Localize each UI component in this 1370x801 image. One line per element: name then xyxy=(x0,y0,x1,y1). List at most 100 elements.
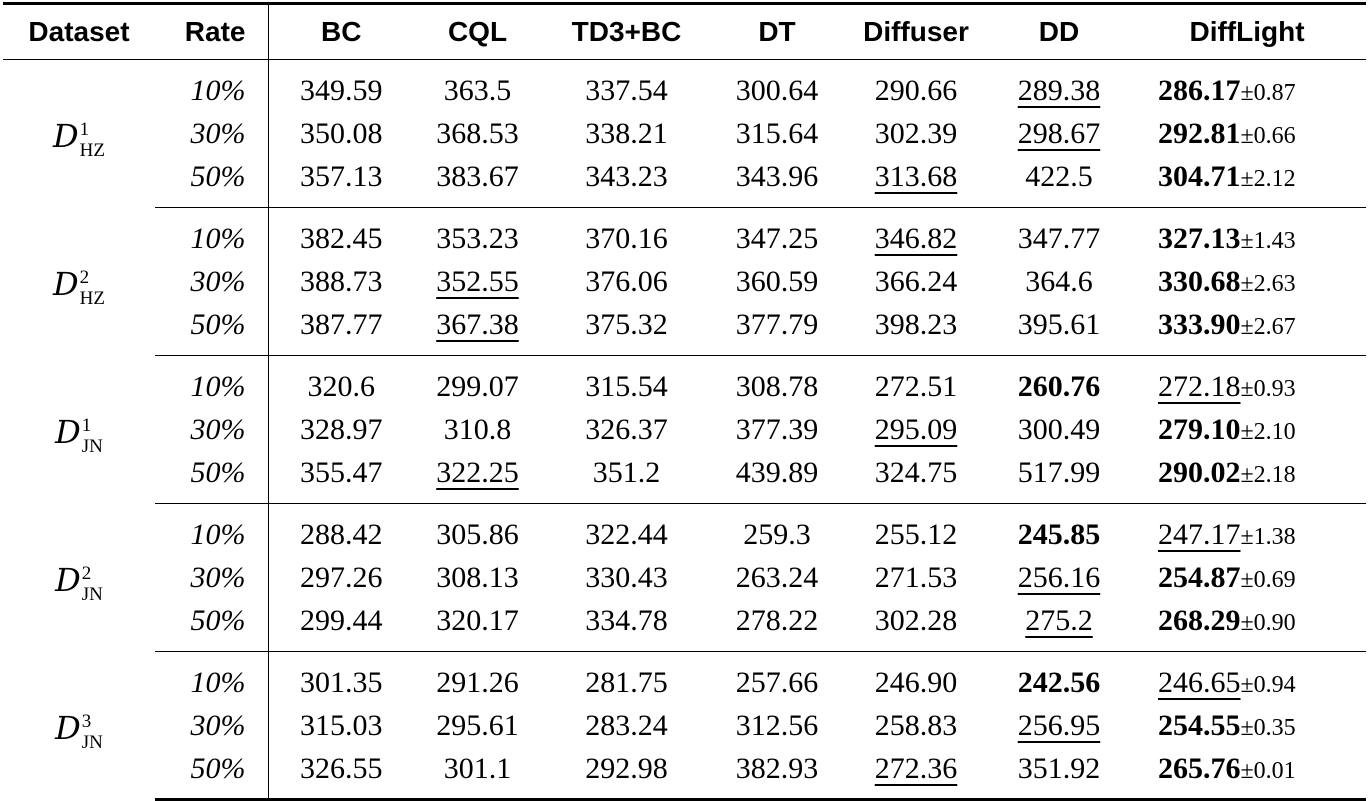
dataset-subscript: JN xyxy=(81,583,103,605)
cell-dt: 360.59 xyxy=(712,261,842,304)
cell-dt: 377.39 xyxy=(712,409,842,452)
dataset-subscript: HZ xyxy=(79,140,105,162)
value-td3: 315.54 xyxy=(585,370,668,404)
value-dd: 517.99 xyxy=(1017,456,1101,490)
dataset-subscript: HZ xyxy=(79,287,105,309)
cell-diffuser: 258.83 xyxy=(842,705,990,748)
cell-difflight: 254.55±0.35 xyxy=(1128,705,1366,748)
value-bc: 288.42 xyxy=(300,518,383,552)
value-difflight: 268.29 xyxy=(1158,604,1241,638)
header-row: Dataset Rate BC CQL TD3+BC DT Diffuser D… xyxy=(3,2,1366,60)
value-bc: 297.26 xyxy=(300,561,383,594)
cell-bc: 320.6 xyxy=(268,356,414,409)
cell-bc: 299.44 xyxy=(268,599,414,652)
cell-td3: 292.98 xyxy=(541,747,712,801)
cell-dd: 298.67 xyxy=(990,113,1128,156)
cell-cql: 295.61 xyxy=(414,705,541,748)
value-dd: 260.76 xyxy=(1017,370,1101,404)
cell-difflight: 247.17±1.38 xyxy=(1128,504,1366,557)
value-dd: 347.77 xyxy=(1017,222,1101,256)
dataset-group: D 2 HZ 10% 382.45 353.23 370.16 347.25 346.82 347… xyxy=(3,207,1366,356)
header-cql: CQL xyxy=(414,2,541,60)
value-dt: 312.56 xyxy=(735,709,819,742)
std-difflight: ±2.63 xyxy=(1240,271,1296,297)
table-row: 50% 357.13 383.67 343.23 343.96 313.68 422.5 30… xyxy=(3,155,1366,208)
value-cql: 291.26 xyxy=(436,666,519,700)
value-dd: 245.85 xyxy=(1017,518,1101,552)
dataset-subscript: JN xyxy=(81,435,103,457)
cell-difflight: 327.13±1.43 xyxy=(1128,208,1366,261)
cell-cql: 322.25 xyxy=(414,451,541,504)
value-dd: 351.92 xyxy=(1017,751,1101,785)
dataset-superscript: 2 xyxy=(79,266,90,288)
rate-cell: 50% xyxy=(155,451,269,504)
cell-dd: 242.56 xyxy=(990,652,1128,705)
cell-diffuser: 272.51 xyxy=(842,356,990,409)
value-bc: 326.55 xyxy=(300,751,383,785)
std-difflight: ±0.87 xyxy=(1240,80,1296,107)
value-difflight: 254.87 xyxy=(1158,561,1241,594)
value-diffuser: 258.83 xyxy=(874,709,958,742)
cell-dd: 395.61 xyxy=(990,303,1128,356)
cell-cql: 291.26 xyxy=(414,652,541,705)
table-row: 30% 328.97 310.8 326.37 377.39 295.09 300.49 27… xyxy=(3,408,1366,452)
rate-cell: 50% xyxy=(155,747,269,801)
value-dt: 315.64 xyxy=(735,117,819,150)
cell-difflight: 268.29±0.90 xyxy=(1128,599,1366,652)
rate-cell: 10% xyxy=(155,503,269,557)
cell-dt: 300.64 xyxy=(712,60,842,113)
value-diffuser: 272.51 xyxy=(874,370,958,404)
std-difflight: ±0.94 xyxy=(1240,672,1296,699)
cell-diffuser: 255.12 xyxy=(842,504,990,557)
cell-cql: 353.23 xyxy=(414,208,541,261)
rate-cell: 30% xyxy=(155,260,269,304)
std-difflight: ±2.12 xyxy=(1240,166,1296,193)
cell-dt: 257.66 xyxy=(712,652,842,705)
std-difflight: ±2.67 xyxy=(1240,314,1296,341)
value-cql: 368.53 xyxy=(436,117,519,150)
cell-diffuser: 290.66 xyxy=(842,60,990,113)
dataset-label: D 2 HZ xyxy=(3,208,155,356)
table-row: 30% 388.73 352.55 376.06 360.59 366.24 364.6 33… xyxy=(3,260,1366,304)
table-row: 50% 355.47 322.25 351.2 439.89 324.75 517.99 29… xyxy=(3,451,1366,504)
header-dataset: Dataset xyxy=(3,2,155,60)
value-diffuser: 272.36 xyxy=(874,751,958,785)
value-bc: 382.45 xyxy=(300,222,383,256)
cell-td3: 370.16 xyxy=(541,208,712,261)
value-diffuser: 346.82 xyxy=(874,222,958,256)
std-difflight: ±2.10 xyxy=(1240,419,1296,445)
rate-cell: 30% xyxy=(155,556,269,600)
cell-dd: 256.95 xyxy=(990,705,1128,748)
value-td3: 376.06 xyxy=(585,265,668,298)
cell-difflight: 272.18±0.93 xyxy=(1128,356,1366,409)
table-row: 30% 315.03 295.61 283.24 312.56 258.83 256.95 2… xyxy=(3,704,1366,748)
value-dt: 343.96 xyxy=(735,160,819,194)
cell-dt: 347.25 xyxy=(712,208,842,261)
value-bc: 388.73 xyxy=(300,265,383,298)
cell-td3: 326.37 xyxy=(541,409,712,452)
value-dd: 289.38 xyxy=(1017,74,1101,108)
cell-dd: 300.49 xyxy=(990,409,1128,452)
cell-td3: 283.24 xyxy=(541,705,712,748)
rate-cell: 10% xyxy=(155,651,269,705)
cell-dt: 343.96 xyxy=(712,155,842,208)
rate-cell: 30% xyxy=(155,112,269,156)
value-difflight: 290.02 xyxy=(1158,456,1241,490)
header-td3bc: TD3+BC xyxy=(541,2,712,60)
header-diffuser: Diffuser xyxy=(842,2,990,60)
value-cql: 363.5 xyxy=(443,74,512,108)
rate-cell: 50% xyxy=(155,599,269,652)
value-difflight: 246.65 xyxy=(1158,666,1241,700)
value-difflight: 292.81 xyxy=(1158,117,1241,150)
value-cql: 352.55 xyxy=(436,265,519,298)
header-bc: BC xyxy=(268,2,414,60)
header-dd: DD xyxy=(990,2,1128,60)
cell-td3: 281.75 xyxy=(541,652,712,705)
header-dt: DT xyxy=(712,2,842,60)
cell-dd: 422.5 xyxy=(990,155,1128,208)
value-dt: 259.3 xyxy=(743,518,811,552)
value-bc: 320.6 xyxy=(307,370,376,404)
cell-td3: 343.23 xyxy=(541,155,712,208)
cell-dt: 263.24 xyxy=(712,557,842,600)
value-dt: 377.39 xyxy=(735,413,819,446)
